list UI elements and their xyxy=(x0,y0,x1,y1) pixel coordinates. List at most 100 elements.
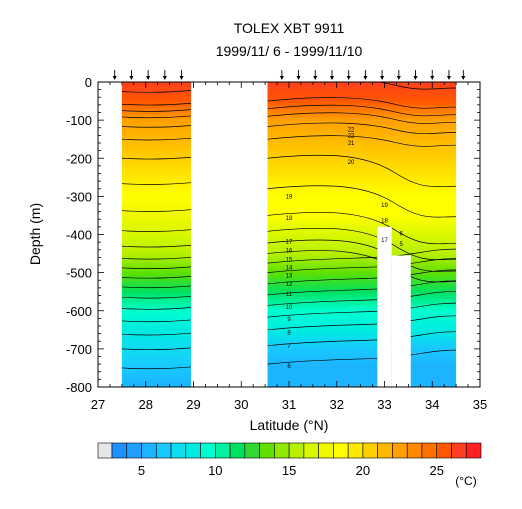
colorbar-bin xyxy=(259,442,275,459)
station-arrowhead xyxy=(329,76,334,80)
isotherm-line xyxy=(267,82,457,90)
isotherm-label: 7 xyxy=(287,344,291,350)
station-arrowhead xyxy=(363,76,368,80)
colorbar-bin xyxy=(303,442,319,459)
isotherm-line xyxy=(121,276,192,279)
isotherm-line xyxy=(121,115,192,119)
isotherm-label: 12 xyxy=(286,282,293,288)
x-tick-labels: 27 28 29 30 31 32 33 34 35 xyxy=(91,397,487,412)
isotherm-line xyxy=(267,154,457,187)
colorbar-unit: (°C) xyxy=(455,474,476,488)
station-arrowhead xyxy=(413,76,418,80)
station-markers xyxy=(112,70,466,80)
isotherm-label: 20 xyxy=(348,160,355,166)
x-tick-label: 33 xyxy=(377,397,391,412)
y-tick-label: -100 xyxy=(66,113,92,128)
colorbar-tick-label: 15 xyxy=(282,463,296,478)
isotherm-label: 13 xyxy=(286,274,293,280)
isotherm-line xyxy=(121,90,192,93)
station-arrowhead xyxy=(146,76,151,80)
y-tick-label: -300 xyxy=(66,189,92,204)
x-axis-label: Latitude (°N) xyxy=(250,417,329,433)
isotherm-line xyxy=(121,125,192,128)
station-marker xyxy=(396,70,401,80)
station-marker xyxy=(461,70,466,80)
isotherm-line xyxy=(121,285,192,289)
station-arrowhead xyxy=(313,76,318,80)
station-marker xyxy=(413,70,418,80)
isotherm-line xyxy=(121,266,192,269)
station-marker xyxy=(179,70,184,80)
isotherm-line xyxy=(121,109,192,112)
isotherm-label: 17 xyxy=(286,239,293,245)
colorbar-bin xyxy=(465,442,482,459)
station-arrowhead xyxy=(129,76,134,80)
colorbar-bin xyxy=(436,442,452,459)
isotherm-line xyxy=(121,209,192,212)
missing-data-regions xyxy=(377,226,411,387)
station-arrowhead xyxy=(162,76,167,80)
isotherm-line xyxy=(267,122,457,134)
y-axis-label: Depth (m) xyxy=(27,203,43,265)
station-arrowhead xyxy=(179,76,184,80)
isotherm-label: 10 xyxy=(286,305,293,311)
isotherm-line xyxy=(121,332,192,336)
colorbar-missing-box xyxy=(97,442,113,459)
colorbar-bin xyxy=(347,442,364,459)
colorbar-tick-label: 25 xyxy=(429,463,443,478)
station-marker xyxy=(363,70,368,80)
isotherm-label: 19 xyxy=(286,194,293,200)
station-arrowhead xyxy=(380,76,385,80)
axis-ticks xyxy=(97,81,481,388)
colorbar-bin xyxy=(141,442,157,459)
station-marker xyxy=(129,70,134,80)
station-arrowhead xyxy=(296,76,301,80)
colorbar-bin xyxy=(244,442,260,459)
isotherm-label: 6 xyxy=(287,364,291,370)
station-marker xyxy=(329,70,334,80)
isotherm-line xyxy=(121,137,192,141)
isotherm-line xyxy=(121,229,192,232)
isotherm-label: 18 xyxy=(286,216,293,222)
y-tick-label: 0 xyxy=(85,75,92,90)
colorbar-bin xyxy=(200,442,216,459)
colorbar-bin xyxy=(155,442,172,459)
x-tick-label: 30 xyxy=(234,397,248,412)
isotherm-label: 22 xyxy=(348,128,355,134)
station-arrowhead xyxy=(446,76,451,80)
station-arrowhead xyxy=(112,76,117,80)
y-tick-label: -600 xyxy=(66,304,92,319)
isotherm-line xyxy=(121,366,192,370)
missing-region xyxy=(391,255,411,387)
colorbar-bin xyxy=(333,442,349,459)
colorbar-bin xyxy=(406,442,423,459)
colorbar xyxy=(97,442,482,459)
station-arrowhead xyxy=(396,76,401,80)
isotherm-label: 19 xyxy=(381,203,388,209)
colorbar-bin xyxy=(215,442,231,459)
isotherm-line xyxy=(267,112,457,124)
isotherm-label: 11 xyxy=(286,292,293,298)
isotherm-label: 18 xyxy=(381,218,388,224)
isotherm-line xyxy=(121,102,192,106)
y-tick-label: -500 xyxy=(66,266,92,281)
isotherm-line xyxy=(121,182,192,185)
colorbar-bin xyxy=(288,442,305,459)
station-marker xyxy=(380,70,385,80)
isotherm-label: 9 xyxy=(287,317,291,323)
isotherm-line xyxy=(267,97,457,109)
chart-title: TOLEX XBT 9911 xyxy=(234,20,345,36)
missing-region xyxy=(377,226,392,387)
x-tick-label: 27 xyxy=(91,397,105,412)
station-arrowhead xyxy=(461,76,466,80)
colorbar-bin xyxy=(421,442,438,459)
station-arrowhead xyxy=(279,76,284,80)
isotherm-label: 15 xyxy=(286,257,293,263)
station-arrowhead xyxy=(346,76,351,80)
station-marker xyxy=(346,70,351,80)
isotherm-line xyxy=(121,295,192,299)
isotherm-line xyxy=(121,319,192,323)
